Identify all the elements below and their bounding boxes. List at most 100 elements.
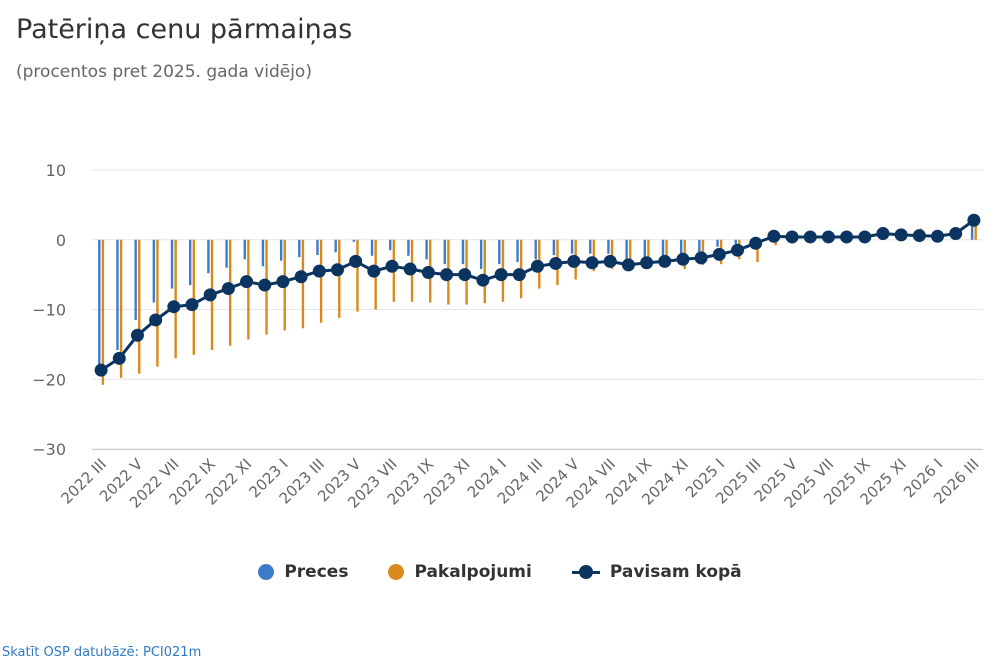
point-pavisam-kopa[interactable] bbox=[167, 300, 181, 314]
point-pavisam-kopa[interactable] bbox=[185, 298, 199, 312]
point-pavisam-kopa[interactable] bbox=[821, 230, 835, 244]
point-pavisam-kopa[interactable] bbox=[258, 278, 272, 292]
point-pavisam-kopa[interactable] bbox=[312, 264, 326, 278]
bar-pakalpojumi[interactable] bbox=[301, 239, 305, 329]
bar-preces[interactable] bbox=[189, 239, 192, 286]
point-pavisam-kopa[interactable] bbox=[458, 268, 472, 282]
point-pavisam-kopa[interactable] bbox=[403, 262, 417, 276]
bar-pakalpojumi[interactable] bbox=[774, 239, 777, 246]
point-pavisam-kopa[interactable] bbox=[349, 254, 363, 268]
point-pavisam-kopa[interactable] bbox=[731, 243, 745, 257]
point-pavisam-kopa[interactable] bbox=[676, 252, 690, 266]
bar-pakalpojumi[interactable] bbox=[629, 239, 632, 267]
point-pavisam-kopa[interactable] bbox=[130, 328, 144, 342]
legend-item-preces[interactable]: Preces bbox=[258, 562, 348, 582]
point-pavisam-kopa[interactable] bbox=[494, 268, 508, 282]
bar-preces[interactable] bbox=[170, 239, 174, 289]
bar-preces[interactable] bbox=[279, 239, 283, 261]
point-pavisam-kopa[interactable] bbox=[94, 363, 108, 377]
point-pavisam-kopa[interactable] bbox=[512, 268, 526, 282]
bar-pakalpojumi[interactable] bbox=[192, 239, 196, 355]
legend-item-pakalpojumi[interactable]: Pakalpojumi bbox=[388, 562, 532, 582]
point-pavisam-kopa[interactable] bbox=[694, 251, 708, 265]
point-pavisam-kopa[interactable] bbox=[894, 228, 908, 242]
bar-pakalpojumi[interactable] bbox=[101, 239, 105, 385]
bar-pakalpojumi[interactable] bbox=[338, 239, 341, 318]
bar-pakalpojumi[interactable] bbox=[319, 239, 323, 323]
point-pavisam-kopa[interactable] bbox=[240, 275, 254, 289]
bar-preces[interactable] bbox=[316, 239, 319, 256]
point-pavisam-kopa[interactable] bbox=[931, 229, 945, 243]
bar-preces[interactable] bbox=[116, 239, 119, 350]
bar-preces[interactable] bbox=[407, 239, 410, 256]
bar-preces[interactable] bbox=[734, 239, 737, 244]
point-pavisam-kopa[interactable] bbox=[385, 259, 399, 273]
point-pavisam-kopa[interactable] bbox=[785, 230, 799, 244]
bar-preces[interactable] bbox=[589, 239, 592, 254]
point-pavisam-kopa[interactable] bbox=[367, 264, 381, 278]
bar-preces[interactable] bbox=[443, 239, 446, 265]
point-pavisam-kopa[interactable] bbox=[640, 256, 654, 270]
bar-preces[interactable] bbox=[479, 239, 483, 270]
bar-pakalpojumi[interactable] bbox=[610, 239, 614, 270]
bar-pakalpojumi[interactable] bbox=[647, 239, 650, 267]
bar-pakalpojumi[interactable] bbox=[247, 239, 250, 340]
bar-preces[interactable] bbox=[152, 239, 156, 303]
bar-preces[interactable] bbox=[243, 239, 246, 260]
bar-preces[interactable] bbox=[134, 239, 137, 320]
bar-preces[interactable] bbox=[225, 239, 228, 268]
bar-preces[interactable] bbox=[716, 239, 719, 247]
bar-pakalpojumi[interactable] bbox=[665, 239, 668, 263]
bar-preces[interactable] bbox=[498, 239, 501, 265]
point-pavisam-kopa[interactable] bbox=[876, 226, 890, 240]
point-pavisam-kopa[interactable] bbox=[949, 226, 963, 240]
bar-preces[interactable] bbox=[98, 239, 101, 369]
bar-preces[interactable] bbox=[625, 239, 628, 261]
bar-preces[interactable] bbox=[389, 239, 392, 251]
bar-pakalpojumi[interactable] bbox=[483, 239, 486, 304]
bar-pakalpojumi[interactable] bbox=[592, 239, 596, 272]
bar-preces[interactable] bbox=[334, 239, 337, 253]
point-pavisam-kopa[interactable] bbox=[549, 256, 563, 270]
bar-pakalpojumi[interactable] bbox=[974, 225, 977, 240]
bar-preces[interactable] bbox=[970, 223, 974, 240]
point-pavisam-kopa[interactable] bbox=[585, 256, 599, 270]
bar-preces[interactable] bbox=[643, 239, 647, 263]
bar-preces[interactable] bbox=[461, 239, 465, 265]
bar-pakalpojumi[interactable] bbox=[356, 239, 359, 312]
bar-preces[interactable] bbox=[425, 239, 428, 260]
point-pavisam-kopa[interactable] bbox=[203, 288, 217, 302]
point-pavisam-kopa[interactable] bbox=[330, 263, 344, 277]
point-pavisam-kopa[interactable] bbox=[912, 229, 926, 243]
point-pavisam-kopa[interactable] bbox=[421, 266, 435, 280]
point-pavisam-kopa[interactable] bbox=[440, 268, 454, 282]
bar-pakalpojumi[interactable] bbox=[756, 239, 759, 263]
bar-pakalpojumi[interactable] bbox=[156, 239, 159, 367]
point-pavisam-kopa[interactable] bbox=[749, 236, 763, 250]
point-pavisam-kopa[interactable] bbox=[531, 259, 544, 273]
point-pavisam-kopa[interactable] bbox=[149, 313, 163, 327]
point-pavisam-kopa[interactable] bbox=[603, 254, 617, 268]
legend-item-pavisam-kopa[interactable]: Pavisam kopā bbox=[571, 562, 742, 582]
bar-preces[interactable] bbox=[207, 239, 210, 274]
point-pavisam-kopa[interactable] bbox=[476, 273, 490, 287]
point-pavisam-kopa[interactable] bbox=[567, 254, 581, 268]
bar-preces[interactable] bbox=[661, 239, 665, 260]
bar-preces[interactable] bbox=[679, 239, 683, 256]
point-pavisam-kopa[interactable] bbox=[712, 247, 726, 261]
bar-preces[interactable] bbox=[552, 239, 556, 256]
bar-preces[interactable] bbox=[352, 239, 356, 242]
point-pavisam-kopa[interactable] bbox=[767, 229, 781, 243]
point-pavisam-kopa[interactable] bbox=[621, 258, 635, 272]
point-pavisam-kopa[interactable] bbox=[658, 254, 672, 268]
point-pavisam-kopa[interactable] bbox=[276, 275, 290, 289]
point-pavisam-kopa[interactable] bbox=[967, 213, 981, 227]
point-pavisam-kopa[interactable] bbox=[840, 230, 854, 244]
bar-preces[interactable] bbox=[698, 239, 701, 253]
bar-preces[interactable] bbox=[370, 239, 374, 256]
bar-preces[interactable] bbox=[534, 239, 537, 260]
bar-pakalpojumi[interactable] bbox=[174, 239, 177, 359]
bar-pakalpojumi[interactable] bbox=[119, 239, 123, 378]
bar-pakalpojumi[interactable] bbox=[138, 239, 141, 374]
bar-preces[interactable] bbox=[607, 239, 610, 254]
